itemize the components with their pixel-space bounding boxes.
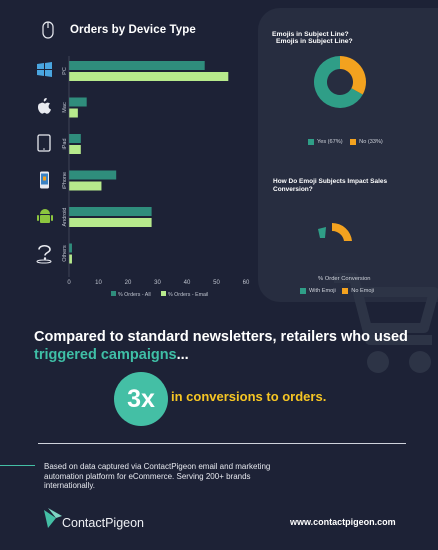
x-tick-label: 50	[213, 280, 220, 286]
conversion-legend: With Emoji No Emoji	[300, 288, 374, 294]
legend-no-label: No (33%)	[359, 139, 383, 146]
legend-swatch	[308, 139, 314, 145]
bar-all	[69, 97, 87, 107]
donut-legend: Yes (67%) No (33%)	[308, 139, 383, 145]
conversion-chart-title: How Do Emoji Subjects Impact Sales Conve…	[273, 178, 388, 193]
bar-all	[69, 170, 117, 180]
x-tick-label: 60	[243, 280, 250, 286]
bar-all	[69, 207, 152, 216]
slice-with-emoji	[318, 227, 326, 238]
headline: Compared to standard newsletters, retail…	[34, 328, 408, 364]
legend-swatch	[161, 291, 166, 296]
x-tick-label: 30	[154, 280, 161, 286]
legend-with-emoji-label: With Emoji	[309, 288, 336, 295]
legend-with-emoji: With Emoji	[300, 288, 336, 294]
bar-email	[69, 181, 102, 191]
x-tick-label: 10	[95, 280, 102, 286]
legend-swatch	[342, 288, 349, 294]
x-tick-label: 40	[184, 280, 191, 286]
slice-no-emoji	[332, 222, 352, 241]
bar-email	[69, 145, 81, 154]
legend-label: % Orders - Email	[168, 292, 208, 298]
legend-no: No (33%)	[350, 139, 383, 145]
android-icon	[37, 209, 53, 223]
bar-email	[69, 108, 78, 118]
x-tick-label: 20	[125, 280, 132, 286]
headline-highlight: triggered campaigns	[34, 347, 177, 363]
legend-yes: Yes (67%)	[308, 139, 343, 145]
website-link[interactable]: www.contactpigeon.com	[290, 517, 396, 527]
emoji-donut-chart	[314, 56, 366, 108]
bar-all	[69, 134, 81, 143]
legend-no-emoji: No Emoji	[342, 288, 374, 294]
emoji-chart-title-repeat: Emojis in Subject Line?	[276, 38, 353, 45]
pigeon-logo-icon	[44, 508, 62, 528]
footer-note: Based on data captured via ContactPigeon…	[44, 462, 271, 490]
category-label: Android	[62, 208, 68, 227]
emoji-panel	[258, 8, 438, 302]
emoji-chart-title: Emojis in Subject Line?	[272, 31, 349, 38]
category-label: Mac	[62, 102, 68, 113]
question-icon	[36, 244, 52, 264]
category-label: iPad	[62, 138, 68, 149]
bar-email	[69, 218, 152, 227]
brand-name: ContactPigeon	[62, 516, 145, 530]
legend-swatch	[111, 291, 116, 296]
legend-swatch	[300, 288, 306, 294]
conversion-pie-chart	[318, 222, 352, 241]
cart-icon	[334, 273, 438, 373]
stat-label: in conversions to orders.	[171, 389, 327, 404]
stat-badge: 3x	[114, 372, 168, 426]
x-tick-label: 0	[67, 280, 71, 286]
mouse-icon	[42, 21, 54, 39]
bar-email	[69, 254, 72, 264]
bar-all	[69, 243, 72, 253]
legend-label: % Orders - All	[118, 292, 151, 298]
conversion-axis-label: % Order Conversion	[318, 276, 371, 282]
bar-all	[69, 61, 205, 70]
headline-text: Compared to standard newsletters, retail…	[34, 329, 408, 345]
divider	[38, 443, 406, 444]
legend-yes-label: Yes (67%)	[317, 139, 343, 146]
windows-icon	[37, 62, 52, 77]
donut-slice	[314, 56, 363, 108]
bar-email	[69, 72, 229, 81]
category-label: Others	[62, 245, 68, 262]
ipad-icon	[37, 134, 51, 152]
iphone-icon	[40, 171, 49, 189]
chart-title: Orders by Device Type	[70, 24, 196, 36]
headline-tail: ...	[176, 347, 189, 363]
legend-swatch	[350, 139, 357, 145]
category-label: iPhone	[62, 172, 68, 189]
apple-icon	[38, 98, 51, 114]
legend-no-emoji-label: No Emoji	[351, 288, 374, 295]
device-bar-chart: PC Mac iPad iPhone Android Others 0 10 20 30 40 50 6…	[36, 56, 250, 298]
category-label: PC	[62, 67, 68, 75]
accent-divider	[0, 465, 35, 466]
donut-slice	[340, 56, 366, 95]
